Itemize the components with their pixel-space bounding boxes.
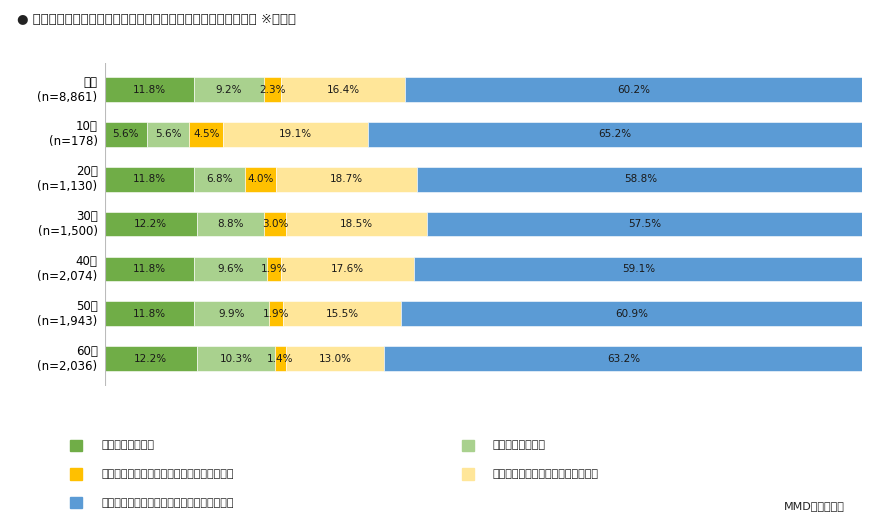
Text: 5.6%: 5.6% xyxy=(112,129,139,139)
Text: 17.6%: 17.6% xyxy=(331,264,364,274)
Text: 12.2%: 12.2% xyxy=(134,219,167,229)
Text: 9.9%: 9.9% xyxy=(219,309,245,319)
Bar xyxy=(194,256,267,281)
Bar xyxy=(283,301,401,326)
Text: 9.6%: 9.6% xyxy=(217,264,244,274)
Text: 3.0%: 3.0% xyxy=(262,219,288,229)
Bar xyxy=(105,77,194,102)
Text: 11.8%: 11.8% xyxy=(132,309,165,319)
Text: 10.3%: 10.3% xyxy=(219,354,253,364)
Bar xyxy=(368,122,862,147)
Bar xyxy=(197,212,264,237)
Bar xyxy=(401,301,862,326)
Bar xyxy=(105,122,147,147)
Bar xyxy=(105,256,194,281)
Text: 18.5%: 18.5% xyxy=(340,219,373,229)
Text: 9.2%: 9.2% xyxy=(215,84,242,94)
Text: 18.7%: 18.7% xyxy=(330,174,363,184)
Text: 11.8%: 11.8% xyxy=(132,264,165,274)
Text: 現在利用している: 現在利用している xyxy=(101,440,154,451)
Bar xyxy=(286,346,384,371)
Bar xyxy=(194,301,269,326)
Text: 58.8%: 58.8% xyxy=(624,174,657,184)
Text: 11.8%: 11.8% xyxy=(132,174,165,184)
Bar xyxy=(264,212,287,237)
Text: 利用したことがないが、利用を検討している: 利用したことがないが、利用を検討している xyxy=(101,469,233,479)
Bar xyxy=(417,167,863,192)
Text: 利用したことがないが、興味がある: 利用したことがないが、興味がある xyxy=(493,469,599,479)
Text: 57.5%: 57.5% xyxy=(628,219,661,229)
Text: 11.8%: 11.8% xyxy=(132,84,165,94)
Bar xyxy=(281,256,415,281)
Bar xyxy=(197,346,275,371)
Bar xyxy=(264,77,281,102)
Bar xyxy=(276,167,417,192)
Text: 65.2%: 65.2% xyxy=(598,129,631,139)
Text: 4.0%: 4.0% xyxy=(247,174,273,184)
Bar xyxy=(105,167,194,192)
Bar xyxy=(189,122,224,147)
Bar xyxy=(194,77,264,102)
Text: 60.9%: 60.9% xyxy=(615,309,648,319)
Text: 1.9%: 1.9% xyxy=(263,309,289,319)
Text: 59.1%: 59.1% xyxy=(622,264,655,274)
Text: 8.8%: 8.8% xyxy=(217,219,244,229)
Text: 12.2%: 12.2% xyxy=(134,354,167,364)
Text: 1.9%: 1.9% xyxy=(260,264,287,274)
Bar xyxy=(415,256,862,281)
Text: 過去利用していた: 過去利用していた xyxy=(493,440,546,451)
Bar xyxy=(267,256,281,281)
Text: 15.5%: 15.5% xyxy=(326,309,359,319)
Bar xyxy=(246,167,276,192)
Text: 5.6%: 5.6% xyxy=(155,129,181,139)
Bar xyxy=(384,346,863,371)
Bar xyxy=(105,346,197,371)
Bar xyxy=(427,212,862,237)
Text: 13.0%: 13.0% xyxy=(319,354,351,364)
Text: 4.5%: 4.5% xyxy=(193,129,219,139)
Bar xyxy=(287,212,427,237)
Bar xyxy=(405,77,861,102)
Text: 利用したことがなく、利用するつもりもない: 利用したことがなく、利用するつもりもない xyxy=(101,498,233,508)
Text: MMD研究所調べ: MMD研究所調べ xyxy=(784,501,845,511)
Bar xyxy=(105,301,194,326)
Bar xyxy=(269,301,283,326)
Bar xyxy=(194,167,246,192)
Text: 1.4%: 1.4% xyxy=(267,354,294,364)
Text: ● ネット：野菜・果物や肉・魚など食材の注文・配送の利用経験 ※年代別: ● ネット：野菜・果物や肉・魚など食材の注文・配送の利用経験 ※年代別 xyxy=(17,13,296,26)
Text: 2.3%: 2.3% xyxy=(259,84,286,94)
Text: 16.4%: 16.4% xyxy=(327,84,360,94)
Text: 60.2%: 60.2% xyxy=(617,84,650,94)
Text: 19.1%: 19.1% xyxy=(280,129,313,139)
Bar xyxy=(224,122,368,147)
Bar xyxy=(105,212,197,237)
Text: 6.8%: 6.8% xyxy=(206,174,233,184)
Text: 63.2%: 63.2% xyxy=(607,354,640,364)
Bar xyxy=(281,77,405,102)
Bar xyxy=(147,122,189,147)
Bar xyxy=(275,346,286,371)
